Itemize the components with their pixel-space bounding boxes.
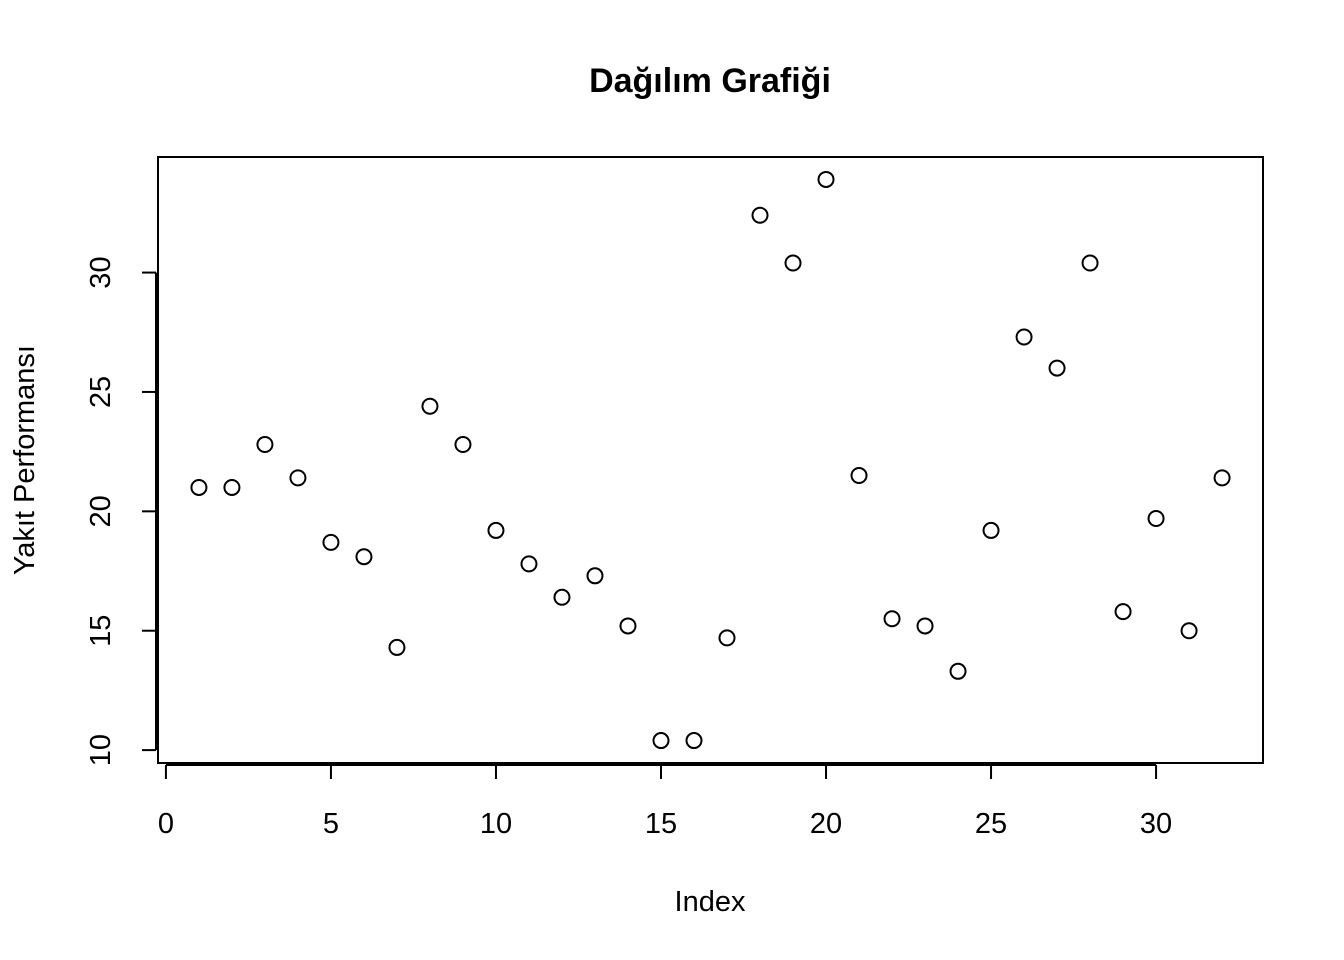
data-point [1015, 328, 1033, 346]
x-tick-label: 30 [1140, 808, 1172, 840]
data-point [1081, 254, 1099, 272]
x-tick-label: 15 [645, 808, 677, 840]
data-point [1180, 622, 1198, 640]
data-point [916, 617, 934, 635]
data-point [1114, 603, 1132, 621]
data-point [223, 478, 241, 496]
data-point [949, 662, 967, 680]
data-point [553, 588, 571, 606]
data-point [289, 469, 307, 487]
y-tick-label: 25 [85, 376, 117, 408]
y-tick-label: 10 [85, 734, 117, 766]
data-point [586, 567, 604, 585]
x-axis: 0 5 10 15 20 25 30 [158, 764, 1172, 840]
data-point [850, 467, 868, 485]
data-point [355, 548, 373, 566]
data-point [1048, 359, 1066, 377]
data-point [388, 638, 406, 656]
data-point [718, 629, 736, 647]
data-point [487, 521, 505, 539]
y-tick-label: 20 [85, 495, 117, 527]
data-point [322, 533, 340, 551]
data-point [421, 397, 439, 415]
x-tick-label: 5 [323, 808, 339, 840]
y-tick-label: 30 [85, 256, 117, 288]
data-point [1147, 509, 1165, 527]
data-point [256, 435, 274, 453]
data-point [751, 206, 769, 224]
y-axis-label: Yakıt Performansı [9, 345, 41, 575]
data-points [190, 170, 1231, 750]
x-tick-label: 20 [810, 808, 842, 840]
x-tick-label: 10 [480, 808, 512, 840]
data-point [982, 521, 1000, 539]
data-point [685, 732, 703, 750]
data-point [784, 254, 802, 272]
data-point [520, 555, 538, 573]
data-point [652, 732, 670, 750]
y-tick-label: 15 [85, 615, 117, 647]
data-point [817, 170, 835, 188]
plot-frame [157, 156, 1264, 764]
x-tick-label: 25 [975, 808, 1007, 840]
x-axis-label: Index [675, 886, 746, 918]
data-point [883, 610, 901, 628]
data-point [619, 617, 637, 635]
y-axis: 10 15 20 25 30 [85, 256, 157, 766]
chart-title: Dağılım Grafiği [589, 62, 831, 100]
data-point [454, 435, 472, 453]
data-point [190, 478, 208, 496]
x-tick-label: 0 [158, 808, 174, 840]
data-point [1213, 469, 1231, 487]
